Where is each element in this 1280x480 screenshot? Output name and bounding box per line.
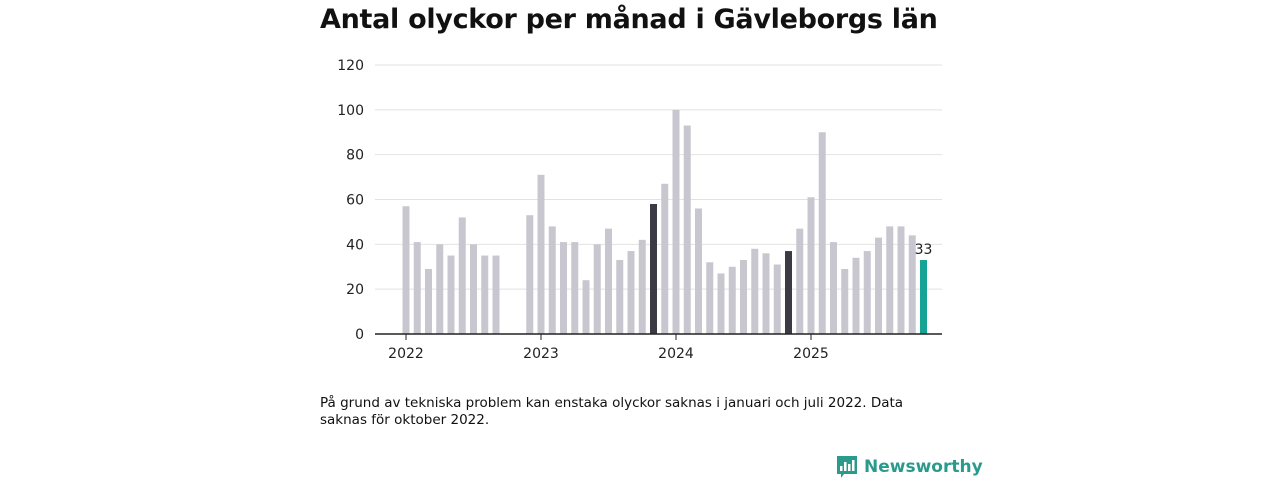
y-tick-label: 60	[346, 193, 364, 209]
chart-title: Antal olyckor per månad i Gävleborgs län	[320, 4, 938, 35]
x-tick-label: 2024	[658, 346, 694, 362]
bar-2025-7	[875, 237, 882, 334]
bar-2024-9	[762, 253, 770, 334]
bar-2023-11	[650, 203, 657, 334]
gridlines	[375, 64, 942, 290]
bar-2024-11	[785, 251, 792, 334]
bar-2022-8	[481, 255, 489, 334]
bar-2022-3	[425, 268, 432, 334]
y-tick-label: 40	[346, 237, 364, 253]
y-axis-ticks: 0 20 40 60 80 100 120	[337, 58, 364, 343]
bar-2023-5	[582, 280, 590, 334]
brand-name: Newsworthy	[864, 457, 983, 477]
bar-2022-4	[436, 244, 444, 334]
y-tick-label: 100	[337, 103, 364, 119]
x-tick-label: 2025	[793, 346, 829, 362]
bar-2024-4	[706, 262, 714, 334]
brand-logo: Newsworthy	[836, 455, 983, 479]
bar-2025-8	[886, 226, 894, 334]
latest-value-label: 33	[915, 242, 933, 258]
bar-2024-5	[717, 273, 725, 334]
bar-2023-12	[661, 183, 669, 334]
bar-2024-2	[683, 125, 691, 335]
bar-2025-9	[897, 226, 905, 334]
bar-2023-10	[638, 239, 646, 334]
bar-2023-4	[571, 242, 579, 334]
x-axis-ticks: 2022 2023 2024 2025	[388, 334, 829, 362]
bar-2022-2	[413, 242, 421, 334]
bar-2023-8	[616, 260, 624, 334]
bar-2025-2	[818, 132, 826, 334]
bar-2024-8	[751, 248, 759, 334]
bar-2025-5	[852, 257, 860, 334]
x-tick-label: 2023	[523, 346, 559, 362]
y-tick-label: 80	[346, 148, 364, 164]
bar-2022-12	[526, 215, 534, 334]
bar-2023-2	[548, 226, 556, 334]
bar-2022-7	[470, 244, 477, 334]
bar-2023-1	[537, 174, 545, 334]
bar-2022-6	[458, 217, 466, 334]
y-tick-label: 20	[346, 282, 364, 298]
bar-2024-6	[728, 266, 736, 334]
bars	[402, 109, 927, 335]
bar-2024-12	[796, 228, 804, 334]
bar-2024-3	[695, 208, 702, 334]
y-tick-label: 120	[337, 58, 364, 74]
bar-2024-1	[672, 109, 680, 334]
bar-2025-10	[908, 235, 916, 334]
bar-2022-5	[447, 255, 455, 334]
bar-2025-1	[807, 197, 815, 334]
bar-2025-4	[841, 268, 849, 334]
bar-2025-11	[920, 260, 927, 334]
y-tick-label: 0	[355, 327, 364, 343]
x-tick-label: 2022	[388, 346, 424, 362]
bar-2023-6	[593, 244, 601, 334]
bar-2022-9	[492, 255, 500, 334]
bar-2022-1	[402, 206, 410, 334]
bar-2025-3	[830, 242, 837, 334]
bar-2023-7	[605, 228, 612, 334]
newsworthy-icon	[837, 456, 857, 478]
bar-2024-7	[740, 260, 747, 334]
bar-2025-6	[863, 251, 871, 334]
footnote: På grund av tekniska problem kan enstaka…	[320, 395, 904, 428]
bar-2024-10	[773, 264, 781, 334]
bar-2023-9	[627, 251, 635, 334]
bar-2023-3	[560, 242, 567, 334]
